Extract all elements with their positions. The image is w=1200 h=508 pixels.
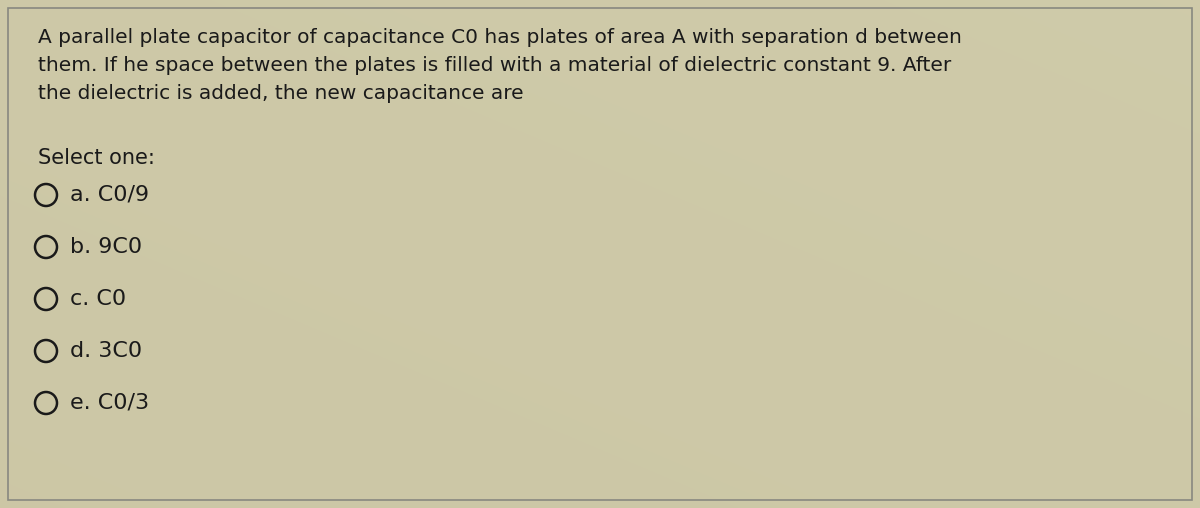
Text: Select one:: Select one: (38, 148, 155, 168)
Text: e. C0/3: e. C0/3 (70, 393, 149, 413)
Text: A parallel plate capacitor of capacitance C0 has plates of area A with separatio: A parallel plate capacitor of capacitanc… (38, 28, 962, 47)
Text: b. 9C0: b. 9C0 (70, 237, 142, 257)
Text: the dielectric is added, the new capacitance are: the dielectric is added, the new capacit… (38, 84, 523, 103)
Text: c. C0: c. C0 (70, 289, 126, 309)
Text: them. If he space between the plates is filled with a material of dielectric con: them. If he space between the plates is … (38, 56, 952, 75)
Text: a. C0/9: a. C0/9 (70, 185, 149, 205)
Text: d. 3C0: d. 3C0 (70, 341, 142, 361)
